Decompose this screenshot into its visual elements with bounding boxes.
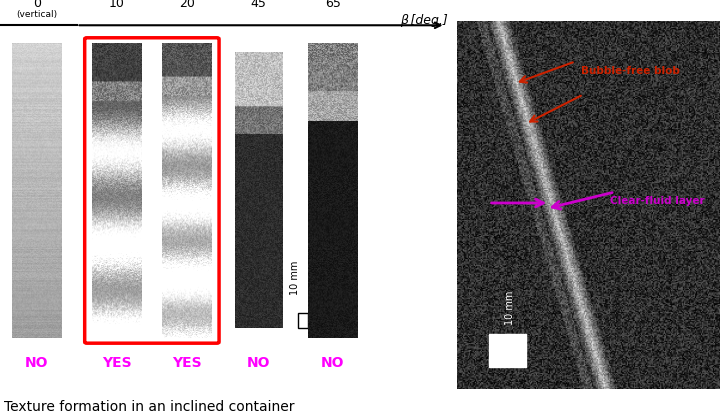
- Text: NO: NO: [25, 357, 49, 370]
- Text: Clear-fluid layer: Clear-fluid layer: [610, 196, 704, 206]
- Text: 10: 10: [109, 0, 125, 10]
- Text: 65: 65: [325, 0, 341, 10]
- Text: 20: 20: [179, 0, 194, 10]
- Text: 45: 45: [251, 0, 266, 10]
- Text: (vertical): (vertical): [17, 10, 58, 19]
- Text: YES: YES: [172, 357, 202, 370]
- Text: 10 mm: 10 mm: [289, 261, 300, 295]
- Text: NO: NO: [321, 357, 345, 370]
- Text: Texture formation in an inclined container: Texture formation in an inclined contain…: [4, 400, 294, 414]
- Text: 10 mm: 10 mm: [505, 291, 515, 325]
- Text: 0: 0: [33, 0, 41, 10]
- Bar: [489, 334, 526, 367]
- Text: Bubble-free blob: Bubble-free blob: [581, 66, 680, 76]
- Text: β [deg.]: β [deg.]: [400, 14, 448, 27]
- Text: NO: NO: [247, 357, 271, 370]
- Text: YES: YES: [102, 357, 132, 370]
- Bar: [298, 313, 308, 329]
